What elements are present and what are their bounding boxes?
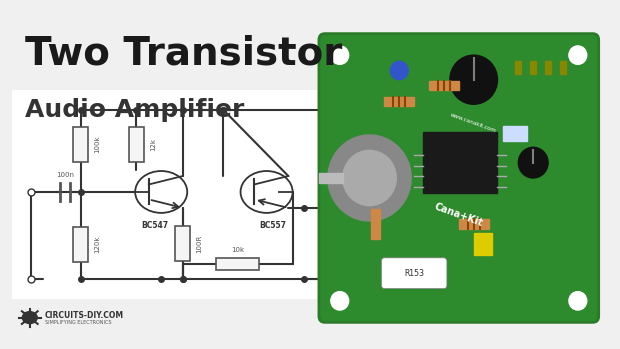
Text: 12k: 12k [150, 138, 156, 151]
Bar [530, 61, 536, 74]
FancyBboxPatch shape [319, 34, 599, 322]
Text: output: output [363, 215, 391, 224]
Bar [319, 173, 343, 183]
Bar [560, 61, 566, 74]
Circle shape [241, 171, 293, 213]
Circle shape [391, 61, 408, 80]
Circle shape [328, 135, 411, 221]
Bar [73, 127, 88, 162]
Text: SIMPLIFYING ELECTRONICS: SIMPLIFYING ELECTRONICS [45, 320, 111, 325]
Text: Cana+Kit: Cana+Kit [433, 201, 484, 228]
Bar [515, 61, 521, 74]
Text: 100R: 100R [197, 235, 203, 253]
Bar [503, 126, 527, 141]
Text: BC557: BC557 [259, 221, 286, 230]
Bar [371, 209, 380, 239]
Text: 100k: 100k [94, 136, 100, 154]
Bar [474, 233, 492, 255]
Circle shape [22, 312, 37, 324]
Bar [545, 61, 551, 74]
Bar [429, 81, 459, 90]
Bar [423, 132, 497, 193]
Bar [175, 226, 190, 261]
Circle shape [450, 55, 497, 104]
Circle shape [569, 46, 587, 64]
Bar [459, 220, 489, 229]
Bar [73, 227, 88, 262]
Circle shape [343, 150, 396, 206]
Circle shape [135, 171, 187, 213]
Bar [129, 127, 144, 162]
Bar [216, 258, 259, 270]
Text: 120k: 120k [94, 236, 100, 253]
Text: 10k: 10k [231, 247, 244, 253]
Text: www.canakit.com: www.canakit.com [450, 112, 497, 133]
Text: 100n: 100n [56, 172, 74, 178]
Text: Audio Amplifier: Audio Amplifier [25, 98, 244, 122]
Circle shape [331, 292, 348, 310]
Circle shape [331, 46, 348, 64]
Text: Two Transistor: Two Transistor [25, 35, 342, 73]
Text: CIRCUITS-DIY.COM: CIRCUITS-DIY.COM [45, 311, 124, 320]
Text: BC547: BC547 [141, 221, 169, 230]
Text: 100n: 100n [326, 188, 344, 194]
Circle shape [569, 292, 587, 310]
Text: R153: R153 [404, 269, 424, 278]
Bar [384, 97, 414, 106]
Text: + 9v: + 9v [372, 105, 401, 115]
FancyBboxPatch shape [381, 258, 447, 289]
Bar [12, 90, 372, 299]
Circle shape [518, 147, 548, 178]
